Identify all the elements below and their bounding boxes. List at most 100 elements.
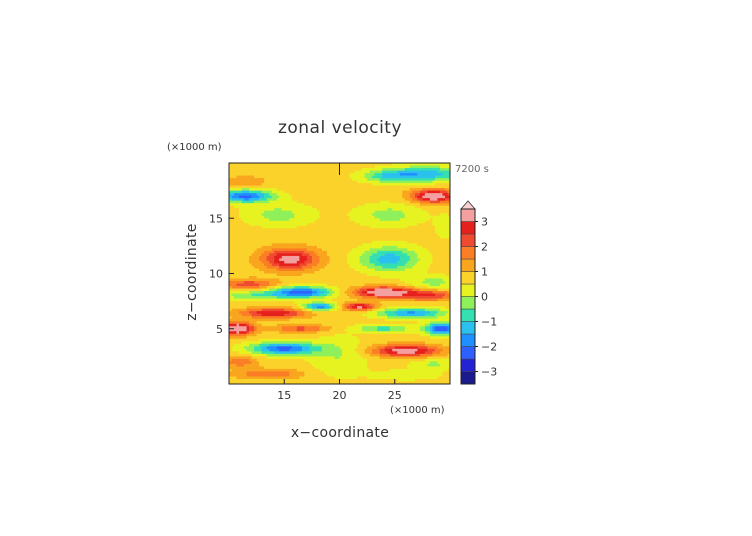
field-cell (256, 238, 260, 242)
field-cell (319, 185, 323, 189)
field-cell (229, 238, 232, 242)
field-cell (259, 180, 262, 184)
field-cell (404, 165, 408, 169)
field-cell (429, 240, 433, 244)
field-cell (387, 258, 391, 262)
field-cell (357, 273, 360, 277)
field-cell (244, 220, 247, 224)
field-cell (231, 235, 235, 239)
field-cell (296, 303, 300, 307)
field-cell (334, 255, 338, 259)
field-cell (236, 215, 240, 219)
field-cell (439, 175, 443, 179)
field-cell (274, 213, 278, 217)
field-cell (344, 178, 348, 181)
field-cell (324, 230, 328, 234)
field-cell (326, 198, 330, 202)
field-cell (362, 281, 365, 284)
field-cell (339, 180, 343, 184)
field-cell (239, 188, 242, 191)
field-cell (379, 265, 383, 269)
field-cell (394, 205, 398, 209)
field-cell (404, 235, 408, 239)
field-cell (274, 270, 278, 274)
field-cell (326, 210, 330, 214)
field-cell (236, 203, 240, 207)
field-cell (367, 270, 370, 274)
field-cell (324, 200, 328, 204)
field-cell (394, 190, 398, 194)
field-cell (274, 245, 278, 249)
field-cell (289, 223, 293, 227)
field-cell (382, 215, 386, 219)
field-cell (432, 281, 436, 284)
field-cell (294, 203, 298, 207)
field-cell (304, 263, 308, 267)
field-cell (324, 198, 328, 202)
field-cell (399, 163, 403, 166)
field-cell (392, 235, 396, 239)
field-cell (362, 190, 365, 194)
field-cell (269, 276, 273, 279)
field-cell (229, 298, 232, 302)
field-cell (264, 253, 268, 257)
field-cell (296, 278, 300, 282)
field-cell (289, 213, 293, 217)
field-cell (409, 240, 413, 244)
field-cell (264, 225, 268, 229)
field-cell (251, 230, 255, 234)
field-cell (424, 235, 428, 239)
field-cell (334, 200, 338, 204)
field-cell (314, 233, 318, 237)
field-cell (414, 215, 418, 219)
field-cell (352, 193, 355, 196)
field-cell (241, 225, 245, 229)
field-cell (246, 228, 250, 232)
field-cell (369, 298, 373, 302)
field-cell (437, 270, 441, 274)
field-cell (284, 188, 288, 191)
field-cell (324, 223, 328, 227)
field-cell (414, 190, 418, 194)
field-cell (284, 250, 288, 254)
field-cell (414, 203, 418, 207)
field-cell (311, 276, 315, 279)
field-cell (389, 296, 393, 299)
field-cell (239, 190, 242, 194)
field-cell (367, 288, 370, 292)
field-cell (399, 188, 403, 191)
field-cell (266, 183, 270, 186)
field-cell (437, 253, 441, 257)
field-cell (424, 268, 428, 272)
field-cell (309, 195, 313, 199)
field-cell (329, 240, 333, 244)
field-cell (316, 283, 320, 287)
field-cell (344, 198, 348, 202)
field-cell (354, 218, 358, 222)
field-cell (349, 303, 353, 307)
field-cell (269, 170, 273, 174)
field-cell (394, 235, 398, 239)
field-cell (402, 265, 406, 269)
field-cell (397, 198, 401, 202)
field-cell (447, 205, 451, 209)
field-cell (334, 235, 338, 239)
field-cell (304, 230, 308, 234)
field-cell (241, 240, 245, 244)
field-cell (336, 291, 340, 294)
field-cell (241, 230, 245, 234)
field-cell (296, 185, 300, 189)
field-cell (276, 243, 280, 247)
field-cell (367, 178, 370, 181)
field-cell (392, 301, 396, 304)
field-cell (444, 288, 448, 292)
field-cell (316, 223, 320, 227)
field-cell (271, 200, 275, 204)
field-cell (236, 190, 240, 194)
field-cell (432, 243, 436, 247)
field-cell (304, 286, 308, 289)
field-cell (304, 185, 308, 189)
field-cell (316, 213, 320, 217)
field-cell (306, 291, 310, 294)
field-cell (271, 235, 275, 239)
